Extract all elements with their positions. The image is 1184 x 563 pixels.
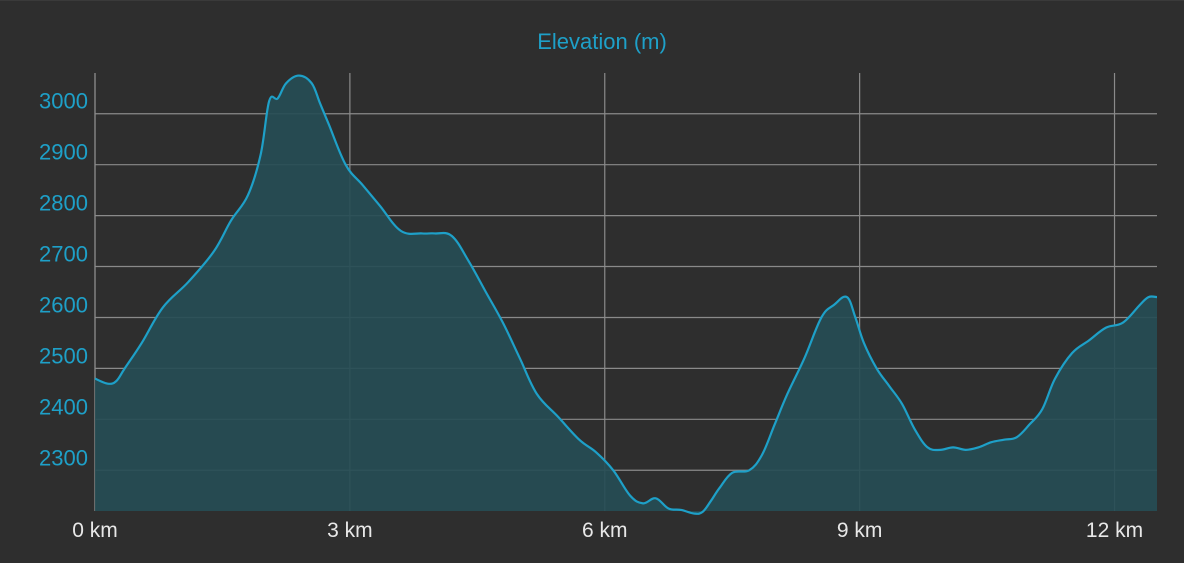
y-tick-label: 2400 (39, 394, 88, 419)
x-tick-label: 0 km (72, 519, 118, 542)
y-tick-label: 2800 (39, 191, 88, 216)
x-tick-label: 3 km (327, 519, 373, 542)
elevation-area-fill (95, 75, 1157, 514)
x-tick-label: 6 km (582, 519, 628, 542)
y-tick-label: 2500 (39, 343, 88, 368)
y-axis: 2300 2400 2500 2600 2700 2800 2900 3000 (39, 89, 88, 471)
elevation-profile-line (94, 74, 1158, 515)
y-tick-label: 2700 (39, 242, 88, 267)
y-tick-label: 3000 (39, 89, 88, 114)
x-axis: 0 km 3 km 6 km 9 km 12 km (72, 519, 1143, 542)
y-tick-label: 2900 (39, 140, 88, 165)
chart-title: Elevation (m) (537, 29, 667, 54)
y-tick-label: 2600 (39, 292, 88, 317)
x-tick-label: 12 km (1086, 519, 1143, 542)
x-tick-label: 9 km (837, 519, 883, 542)
y-tick-label: 2300 (39, 445, 88, 470)
